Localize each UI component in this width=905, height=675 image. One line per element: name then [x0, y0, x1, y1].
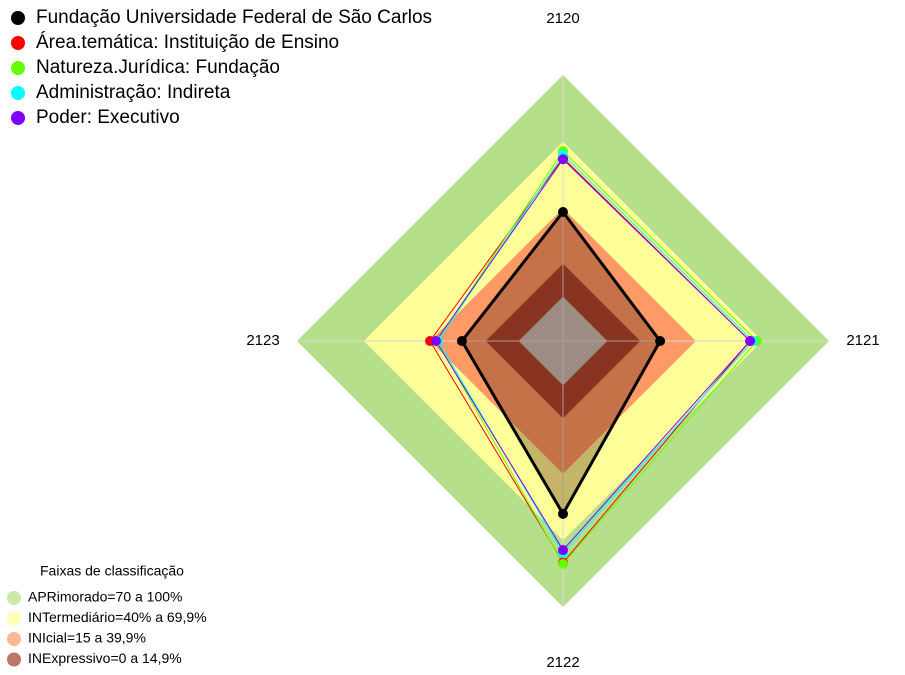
- series-point: [558, 545, 568, 556]
- series-point: [558, 154, 568, 165]
- legend-marker: [11, 36, 25, 50]
- band-legend-label: INTermediário=40% a 69,9%: [28, 609, 207, 625]
- axis-label: 2120: [546, 10, 579, 27]
- band-legend-marker: [7, 652, 21, 667]
- series-point: [430, 336, 441, 346]
- series-point: [558, 206, 568, 217]
- band-legend-marker: [7, 632, 21, 646]
- band-legend-label: INExpressivo=0 a 14,9%: [28, 650, 182, 666]
- series-point: [558, 508, 568, 519]
- band-legend-marker: [7, 611, 21, 626]
- axis-label: 2123: [246, 332, 279, 349]
- series-point: [655, 336, 666, 346]
- band-legend-title: Faixas de classificação: [40, 563, 184, 579]
- series-point: [456, 336, 467, 346]
- band-legend-label: APRimorado=70 a 100%: [28, 589, 183, 605]
- axis-label: 2122: [546, 654, 579, 671]
- series-point: [558, 558, 568, 569]
- legend-marker: [11, 86, 25, 100]
- axis-label: 2121: [846, 332, 879, 349]
- series-point: [745, 336, 756, 346]
- legend-marker: [11, 111, 25, 125]
- legend-label: Administração: Indireta: [36, 82, 231, 103]
- legend-label: Natureza.Jurídica: Fundação: [36, 57, 280, 78]
- band-legend-label: INIcial=15 a 39,9%: [28, 630, 146, 646]
- legend-label: Fundação Universidade Federal de São Car…: [36, 7, 432, 28]
- legend-marker: [11, 61, 25, 75]
- legend-label: Poder: Executivo: [36, 107, 180, 128]
- legend-marker: [11, 11, 25, 25]
- band-legend-marker: [7, 591, 21, 605]
- legend-label: Área.temática: Instituição de Ensino: [36, 32, 339, 53]
